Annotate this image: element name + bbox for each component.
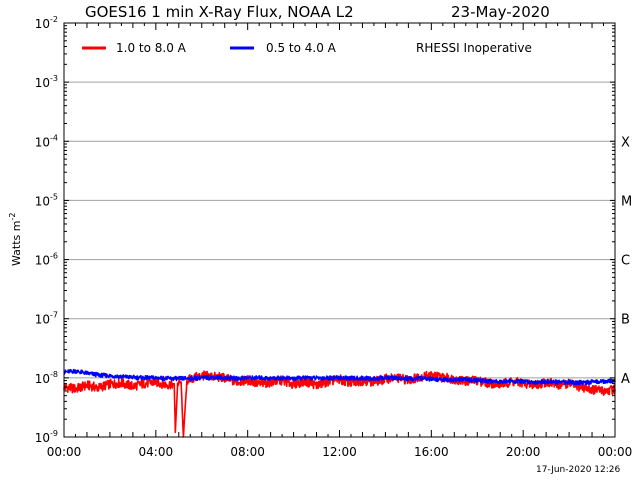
y-tick-base: 10	[35, 194, 50, 208]
flare-class-x: X	[621, 135, 630, 150]
y-tick-label: 10-2	[35, 15, 58, 31]
legend-label-long-band: 1.0 to 8.0 A	[116, 41, 187, 55]
x-axis: 00:00 04:00 08:00 12:00 16:00 20:00 00:00	[47, 23, 633, 459]
x-tick-label: 20:00	[506, 445, 541, 459]
y-tick-exponent: -5	[50, 192, 58, 201]
x-tick-label: 00:00	[47, 445, 82, 459]
y-axis: 10-210-310-410-510-610-710-810-9	[35, 15, 615, 445]
y-tick-label: 10-4	[35, 133, 58, 149]
status-note: RHESSI Inoperative	[416, 41, 532, 55]
y-tick-exponent: -8	[50, 370, 58, 379]
flare-class-m: M	[621, 194, 632, 209]
y-tick-label: 10-3	[35, 74, 58, 90]
plot-frame	[63, 22, 616, 438]
y-tick-base: 10	[35, 313, 50, 327]
y-tick-base: 10	[35, 76, 50, 90]
generation-timestamp: 17-Jun-2020 12:26	[536, 465, 620, 475]
y-tick-base: 10	[35, 135, 50, 149]
y-tick-exponent: -4	[50, 133, 58, 142]
y-tick-base: 10	[35, 254, 50, 268]
y-tick-base: 10	[35, 17, 50, 31]
flare-class-b: B	[621, 313, 630, 328]
gridlines	[64, 81, 615, 379]
series-line-1	[63, 368, 616, 386]
y-axis-label-exponent: -2	[8, 213, 17, 221]
chart-title: GOES16 1 min X-Ray Flux, NOAA L2	[85, 3, 354, 21]
y-tick-label: 10-8	[35, 370, 58, 386]
legend: 1.0 to 8.0 A 0.5 to 4.0 A RHESSI Inopera…	[82, 41, 532, 55]
chart-date: 23-May-2020	[451, 3, 550, 21]
x-tick-label: 08:00	[230, 445, 265, 459]
y-tick-base: 10	[35, 372, 50, 386]
x-tick-label: 00:00	[598, 445, 633, 459]
y-tick-base: 10	[35, 431, 50, 445]
y-tick-exponent: -9	[50, 429, 58, 438]
flare-class-a: A	[621, 372, 630, 387]
flare-class-c: C	[621, 254, 630, 269]
y-tick-label: 10-9	[35, 429, 58, 445]
y-tick-exponent: -3	[50, 74, 58, 83]
legend-label-short-band: 0.5 to 4.0 A	[266, 41, 337, 55]
y-tick-label: 10-6	[35, 252, 58, 268]
x-tick-label: 04:00	[139, 445, 174, 459]
y-axis-label: Watts m-2	[8, 213, 23, 266]
y-tick-label: 10-5	[35, 192, 58, 208]
flare-class-labels: X M C B A	[621, 135, 632, 387]
x-tick-label: 16:00	[414, 445, 449, 459]
y-axis-label-main: Watts m	[10, 221, 23, 266]
series-layer	[63, 368, 616, 438]
y-tick-exponent: -7	[50, 311, 58, 320]
y-tick-exponent: -6	[50, 252, 58, 261]
y-tick-exponent: -2	[50, 15, 58, 24]
x-tick-label: 12:00	[322, 445, 357, 459]
y-tick-label: 10-7	[35, 311, 58, 327]
